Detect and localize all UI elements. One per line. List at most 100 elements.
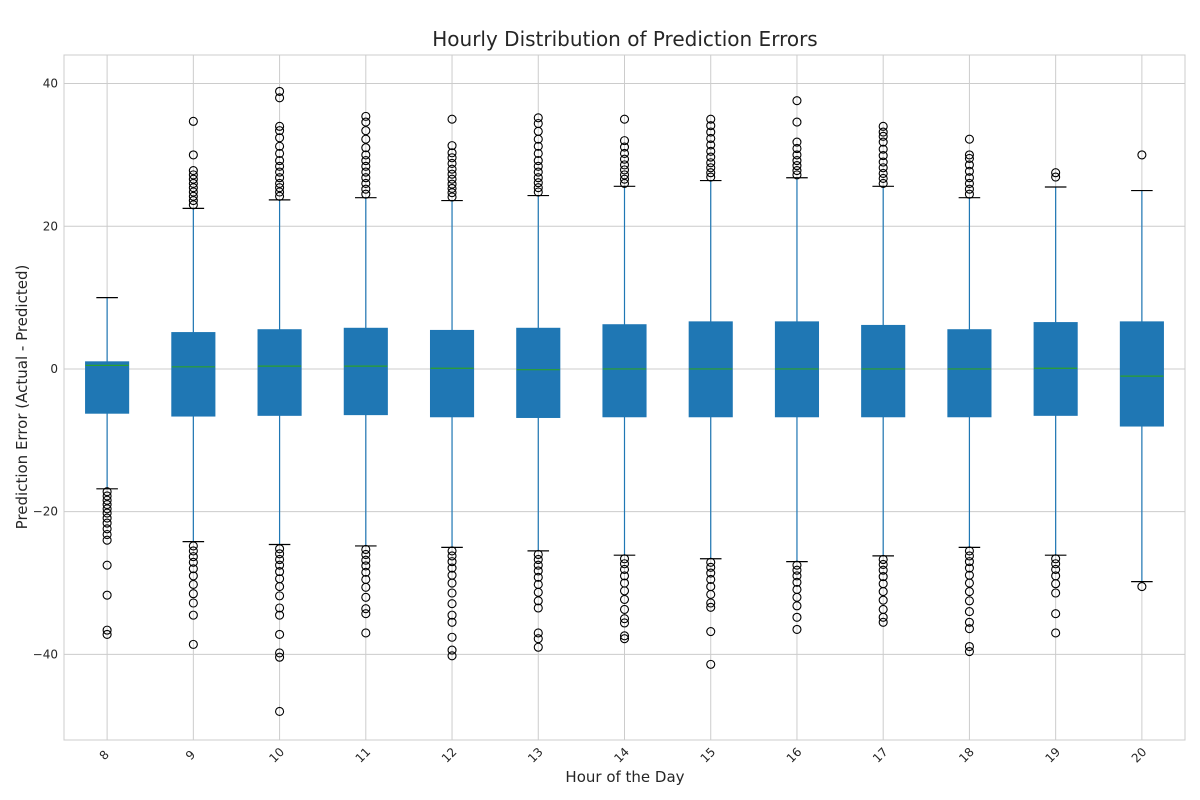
outlier-point (619, 174, 630, 184)
box-body (257, 329, 302, 416)
outlier-point (878, 168, 888, 178)
outlier-point (706, 121, 716, 131)
outlier-point (619, 631, 630, 641)
outlier-point (964, 578, 974, 588)
box-body (1033, 322, 1078, 416)
outlier-point (878, 121, 888, 131)
outlier-point (275, 121, 285, 131)
outlier-point (878, 617, 888, 627)
outlier-point (188, 564, 198, 574)
outlier-point (275, 156, 285, 166)
outlier-point (619, 618, 630, 628)
outlier-point (792, 624, 802, 634)
outlier-point (533, 183, 543, 193)
outlier-point (964, 624, 974, 634)
outlier-point (619, 571, 630, 581)
outlier-point (447, 179, 457, 189)
outlier-point (188, 150, 198, 160)
outlier-point (1051, 172, 1061, 182)
outlier-point (361, 134, 371, 144)
outlier-point (275, 560, 285, 570)
outlier-point (706, 568, 716, 578)
outlier-point (1051, 628, 1061, 638)
outlier-point (188, 598, 198, 608)
outlier-point (361, 544, 371, 555)
outlier-point (361, 555, 371, 565)
outlier-point (706, 557, 716, 567)
outlier-point (619, 154, 630, 164)
outlier-point (1051, 559, 1061, 569)
outlier-point (706, 602, 716, 612)
outlier-point (275, 652, 285, 662)
outlier-point (447, 141, 457, 151)
outlier-point (188, 183, 198, 193)
box-hour-16 (774, 96, 820, 634)
outlier-point (361, 143, 371, 153)
outlier-point (619, 594, 630, 604)
outlier-point (533, 113, 543, 123)
outlier-point (619, 165, 630, 175)
plot-frame (63, 54, 1186, 741)
outlier-point (878, 572, 888, 582)
y-tick-label: −40 (33, 647, 58, 661)
outlier-point (619, 170, 630, 180)
box-hour-9 (171, 116, 216, 649)
outlier-point (533, 161, 543, 171)
outlier-point (792, 571, 802, 581)
outlier-point (619, 554, 630, 564)
outlier-point (533, 642, 543, 652)
outlier-point (878, 559, 888, 570)
box-body (861, 324, 906, 418)
outlier-point (706, 562, 716, 572)
outlier-point (188, 552, 198, 562)
outlier-point (275, 133, 285, 143)
outlier-point (361, 582, 371, 592)
outlier-point (447, 617, 457, 627)
outlier-point (964, 546, 974, 556)
outlier-point (533, 587, 543, 597)
outlier-point (102, 487, 112, 497)
outlier-point (102, 524, 112, 534)
outlier-point (275, 148, 285, 159)
outlier-point (792, 612, 802, 622)
outlier-point (964, 641, 974, 652)
outlier-point (447, 599, 457, 609)
outlier-point (878, 127, 888, 137)
outlier-point (964, 563, 974, 573)
box-hour-11 (343, 111, 388, 638)
outlier-point (275, 173, 285, 183)
outlier-point (102, 518, 112, 528)
outlier-point (964, 134, 974, 144)
outlier-point (706, 589, 716, 599)
outlier-point (102, 529, 112, 540)
outlier-point (447, 578, 457, 588)
outlier-point (361, 111, 371, 121)
outlier-point (964, 166, 974, 176)
outlier-point (706, 659, 716, 669)
outlier-point (706, 168, 716, 178)
outlier-point (188, 170, 198, 180)
outlier-point (102, 499, 112, 510)
outlier-point (706, 133, 716, 144)
outlier-point (533, 596, 543, 606)
outlier-point (619, 142, 630, 152)
y-tick-label: 20 (43, 219, 58, 233)
outlier-point (275, 549, 285, 559)
outlier-point (447, 158, 457, 169)
box-body (171, 332, 216, 417)
outlier-point (533, 156, 543, 166)
outlier-point (188, 178, 198, 188)
y-tick-label: −20 (33, 505, 58, 519)
outlier-point (102, 513, 112, 523)
outlier-point (533, 187, 543, 197)
outlier-point (533, 634, 543, 644)
outlier-point (619, 114, 630, 124)
outlier-point (706, 152, 716, 162)
outlier-point (188, 166, 198, 176)
outlier-point (878, 595, 888, 605)
outlier-point (792, 560, 802, 570)
outlier-point (361, 117, 371, 127)
outlier-point (102, 560, 112, 570)
outlier-point (447, 188, 457, 198)
